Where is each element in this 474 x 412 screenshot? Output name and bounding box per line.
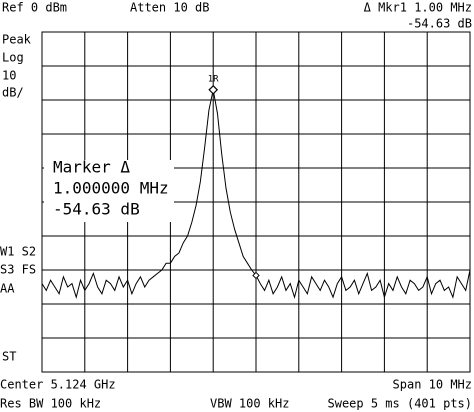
attenuation: Atten 10 dB [130, 1, 209, 15]
sweep: Sweep 5 ms (401 pts) [328, 397, 473, 411]
delta-marker [252, 271, 260, 280]
res-bw: Res BW 100 kHz [0, 397, 101, 411]
marker-readout: Δ Mkr1 1.00 MHz [364, 1, 472, 15]
marker-title: Marker Δ [53, 158, 130, 177]
marker-readout-value: -54.63 dB [407, 17, 472, 31]
ref-level: Ref 0 dBm [2, 1, 67, 15]
marker-label: 1R [208, 74, 219, 84]
marker-diamond [208, 84, 219, 95]
scale-unit: dB/ [2, 86, 24, 100]
trace-status: S3 FS [0, 263, 36, 277]
scale-value: 10 [2, 69, 16, 83]
marker-level: -54.63 dB [53, 200, 140, 219]
marker-box-bg [44, 160, 174, 222]
scale-type: Log [2, 51, 24, 65]
avg-status: AA [0, 282, 15, 296]
trace-status: W1 S2 [0, 245, 36, 259]
center-frequency: Center 5.124 GHz [0, 378, 116, 392]
span: Span 10 MHz [393, 378, 472, 392]
vbw: VBW 100 kHz [210, 397, 289, 411]
sweep-status: ST [2, 350, 16, 364]
marker-frequency: 1.000000 MHz [53, 179, 169, 198]
detector: Peak [2, 33, 32, 47]
